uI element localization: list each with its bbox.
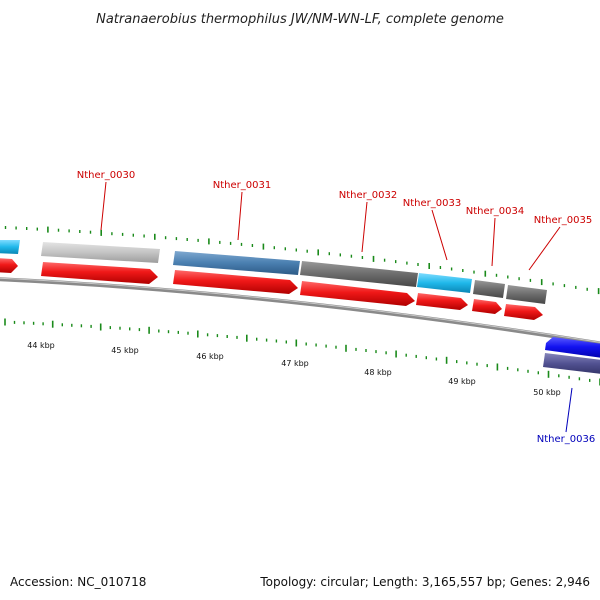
leader-nther-0034: [491, 217, 496, 267]
genome-backbone: [0, 277, 600, 346]
cds-box-nther-0030: [41, 242, 160, 263]
cds-box-nther-0033: [417, 273, 472, 293]
leader-nther-0035: [528, 226, 561, 271]
gene-label-nther-0032: Nther_0032: [339, 190, 397, 201]
gene-arrow-nther-0032: [300, 281, 415, 306]
map-title: Natranaerobius thermophilus JW/NM-WN-LF,…: [96, 12, 504, 27]
gene-arrow-partial: [0, 258, 18, 273]
leader-nther-0036: [565, 387, 573, 433]
scale-label-46kbp: 46 kbp: [196, 352, 224, 361]
tick-marks-lower: [4, 318, 600, 386]
cds-box-nther-0036: [543, 353, 600, 374]
gene-label-nther-0031: Nther_0031: [213, 180, 271, 191]
scale-label-47kbp: 47 kbp: [281, 359, 309, 368]
leader-nther-0031: [237, 191, 243, 241]
scale-labels: 44 kbp 45 kbp 46 kbp 47 kbp 48 kbp 49 kb…: [27, 341, 561, 397]
cds-feature-row: [0, 240, 547, 304]
scale-label-49kbp: 49 kbp: [448, 377, 476, 386]
cds-box-nther-0035: [506, 285, 547, 304]
gene-label-nther-0036: Nther_0036: [537, 434, 595, 445]
gene-arrow-nther-0031: [173, 270, 298, 294]
leader-nther-0030: [100, 181, 107, 231]
gene-label-nther-0035: Nther_0035: [534, 215, 592, 226]
cds-box-nther-0034: [473, 280, 505, 298]
gene-labels: Nther_0030 Nther_0031 Nther_0032 Nther_0…: [77, 170, 595, 445]
forward-gene-row: [0, 258, 543, 320]
leader-nther-0033: [431, 209, 448, 261]
cds-box-nther-0032: [300, 261, 418, 287]
gene-label-leaders: [100, 181, 573, 433]
gene-arrow-nther-0034: [472, 299, 502, 314]
gene-label-nther-0030: Nther_0030: [77, 170, 135, 181]
gene-arrow-nther-0035: [504, 304, 543, 320]
gene-arrow-nther-0033: [416, 293, 468, 310]
cds-box-nther-0031: [173, 251, 300, 275]
gene-arrow-nther-0036: [545, 337, 600, 358]
gene-arrow-nther-0030: [41, 262, 158, 284]
genome-summary: Topology: circular; Length: 3,165,557 bp…: [259, 575, 590, 589]
gene-label-nther-0033: Nther_0033: [403, 198, 461, 209]
scale-label-44kbp: 44 kbp: [27, 341, 55, 350]
leader-nther-0032: [361, 201, 368, 253]
scale-label-48kbp: 48 kbp: [364, 368, 392, 377]
accession-label: Accession: NC_010718: [10, 575, 146, 589]
gene-label-nther-0034: Nther_0034: [466, 206, 524, 217]
genome-backbone-highlight: [0, 277, 600, 343]
reverse-gene-row: [543, 337, 600, 374]
scale-label-50kbp: 50 kbp: [533, 388, 561, 397]
cds-box-partial: [0, 240, 20, 254]
scale-label-45kbp: 45 kbp: [111, 346, 139, 355]
tick-marks-upper: [4, 226, 600, 295]
